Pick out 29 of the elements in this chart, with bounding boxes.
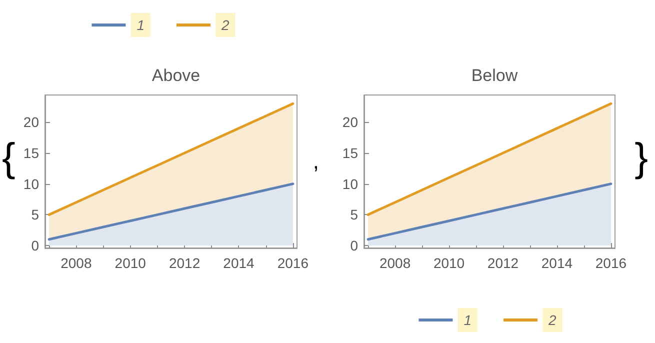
text: , xyxy=(312,148,320,174)
y-tick-label: 20 xyxy=(23,114,40,130)
x-tick-label: 2016 xyxy=(277,255,309,271)
x-tick-label: 2014 xyxy=(541,255,573,271)
y-tick-label: 15 xyxy=(342,144,358,161)
y-tick-label: 10 xyxy=(23,176,40,192)
x-tick-label: 2010 xyxy=(114,255,146,271)
x-tick-label: 2014 xyxy=(223,255,255,271)
x-tick-label: 2008 xyxy=(60,255,92,271)
chart-title: Above xyxy=(152,66,200,85)
x-tick-label: 2012 xyxy=(487,255,519,271)
y-tick-label: 0 xyxy=(31,238,40,254)
y-tick-label: 5 xyxy=(31,206,40,223)
text: { xyxy=(2,136,16,180)
x-tick-label: 2010 xyxy=(433,255,465,271)
x-tick-label: 2008 xyxy=(379,255,411,271)
y-tick-label: 20 xyxy=(342,114,358,130)
y-tick-label: 0 xyxy=(350,238,358,254)
x-tick-label: 2012 xyxy=(168,255,200,271)
y-tick-label: 5 xyxy=(350,206,358,223)
y-tick-label: 15 xyxy=(23,144,40,161)
legend-label: 2 xyxy=(220,17,230,33)
y-tick-label: 10 xyxy=(342,176,358,192)
chart-title: Below xyxy=(471,66,518,85)
x-tick-label: 2016 xyxy=(595,255,627,271)
legend-label: 2 xyxy=(548,312,556,328)
text: } xyxy=(634,136,648,180)
legend-label: 1 xyxy=(136,17,145,33)
legend-label: 1 xyxy=(464,312,472,328)
